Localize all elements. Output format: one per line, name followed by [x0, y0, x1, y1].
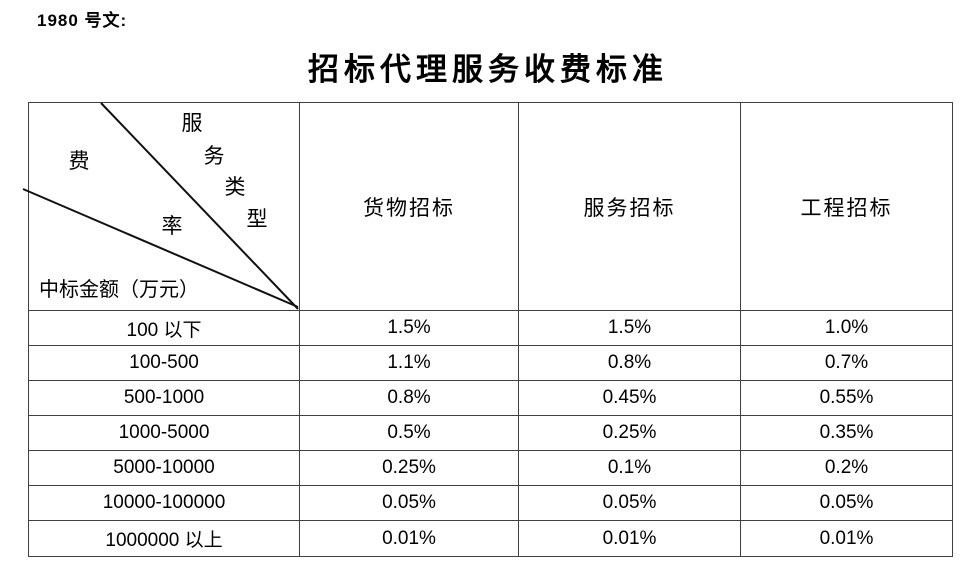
corner-amount-label: 中标金额（万元） [39, 279, 199, 301]
corner-service-type-char: 服 [181, 111, 203, 135]
corner-fee-rate-char: 率 [161, 214, 183, 238]
amount-range-cell: 1000-5000 [29, 416, 300, 451]
amount-range-cell: 100-500 [29, 346, 300, 381]
fee-cell: 0.8% [300, 381, 519, 416]
fee-cell: 0.05% [519, 486, 741, 521]
corner-service-type-char: 型 [246, 207, 268, 231]
fee-cell: 0.05% [300, 486, 519, 521]
amount-range-cell: 1000000 以上 [29, 521, 300, 556]
fee-cell: 0.01% [819, 527, 874, 549]
column-header-goods: 货物招标 [300, 103, 519, 311]
fee-cell: 0.45% [519, 381, 741, 416]
page-title: 招标代理服务收费标准 [308, 52, 668, 87]
column-header-services: 服务招标 [519, 103, 741, 311]
fee-cell: 1.1% [300, 346, 519, 381]
corner-service-type-char: 务 [203, 144, 225, 168]
corner-diagonal-lines [22, 102, 299, 310]
amount-range-cell: 100 以下 [29, 311, 300, 346]
amount-range-cell: 10000-100000 [29, 486, 300, 521]
fee-cell: 0.01% [519, 521, 741, 556]
fee-cell: 0.1% [519, 451, 741, 486]
fee-cell: 0.8% [519, 346, 741, 381]
amount-range-cell: 500-1000 [29, 381, 300, 416]
fee-cell: 0.01% [300, 521, 519, 556]
table-corner-cell: 服 务 类 型 费 率 中标金额（万元） [22, 102, 300, 311]
fee-cell: 0.55% [741, 381, 952, 416]
fee-cell: 0.35% [741, 416, 952, 451]
amount-range-cell: 5000-10000 [29, 451, 300, 486]
fee-cell: 1.0% [741, 311, 952, 346]
corner-fee-rate-char: 费 [68, 149, 90, 173]
fee-cell: 0.2% [741, 451, 952, 486]
fee-table: 服 务 类 型 费 率 中标金额（万元） 货物招标 服务招标 工程招标 100 … [22, 102, 953, 557]
fee-cell: 0.25% [300, 451, 519, 486]
fee-cell: 1.5% [300, 311, 519, 346]
fee-cell: 0.25% [519, 416, 741, 451]
fee-cell: 0.5% [300, 416, 519, 451]
fee-cell: 0.7% [741, 346, 952, 381]
doc-number: 1980 号文: [37, 11, 128, 30]
column-header-works: 工程招标 [741, 103, 952, 311]
corner-service-type-char: 类 [224, 175, 246, 199]
fee-cell: 0.05% [741, 486, 952, 521]
fee-cell: 1.5% [519, 311, 741, 346]
